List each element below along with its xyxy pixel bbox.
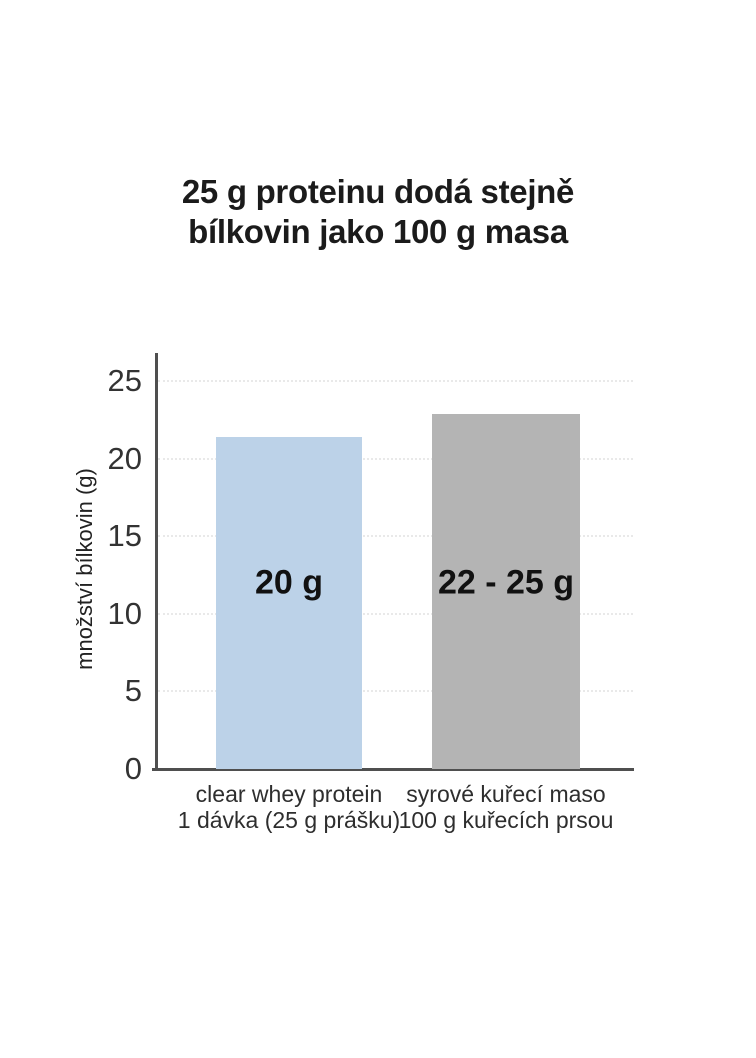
y-gridline <box>158 457 633 460</box>
bar-value-label: 20 g <box>254 563 324 602</box>
y-gridline <box>158 380 633 382</box>
x-category-label-line-2: 1 dávka (25 g prášku) <box>177 807 401 833</box>
x-category-label: syrové kuřecí maso 100 g kuřecích prsou <box>386 781 626 833</box>
y-gridline <box>158 612 633 615</box>
y-axis-title: množství bílkovin (g) <box>72 468 97 670</box>
bar-value-label: 22 - 25 g <box>437 563 575 602</box>
y-tick-label: 5 <box>124 673 142 709</box>
y-gridline <box>158 535 633 538</box>
bar <box>216 436 362 769</box>
y-axis-line <box>155 353 158 770</box>
x-category-label-line-2: 100 g kuřecích prsou <box>398 807 614 833</box>
x-category-label-line-1: clear whey protein <box>195 781 383 807</box>
y-tick-label: 15 <box>107 518 142 554</box>
y-tick-label: 20 <box>107 440 142 476</box>
y-tick-label: 0 <box>124 751 142 786</box>
chart-title-line-1: 25 g proteinu dodá stejně <box>181 173 575 210</box>
y-gridline <box>158 690 633 693</box>
chart-title: 25 g proteinu dodá stejně bílkovin jako … <box>0 172 756 252</box>
y-tick-label: 10 <box>107 595 142 631</box>
x-category-label-line-1: syrové kuřecí maso <box>406 781 606 807</box>
bar <box>432 413 580 769</box>
x-axis-line <box>152 768 634 771</box>
chart-title-line-2: bílkovin jako 100 g masa <box>188 213 568 250</box>
y-tick-label: 25 <box>107 363 142 398</box>
x-category-label: clear whey protein 1 dávka (25 g prášku) <box>169 781 409 833</box>
